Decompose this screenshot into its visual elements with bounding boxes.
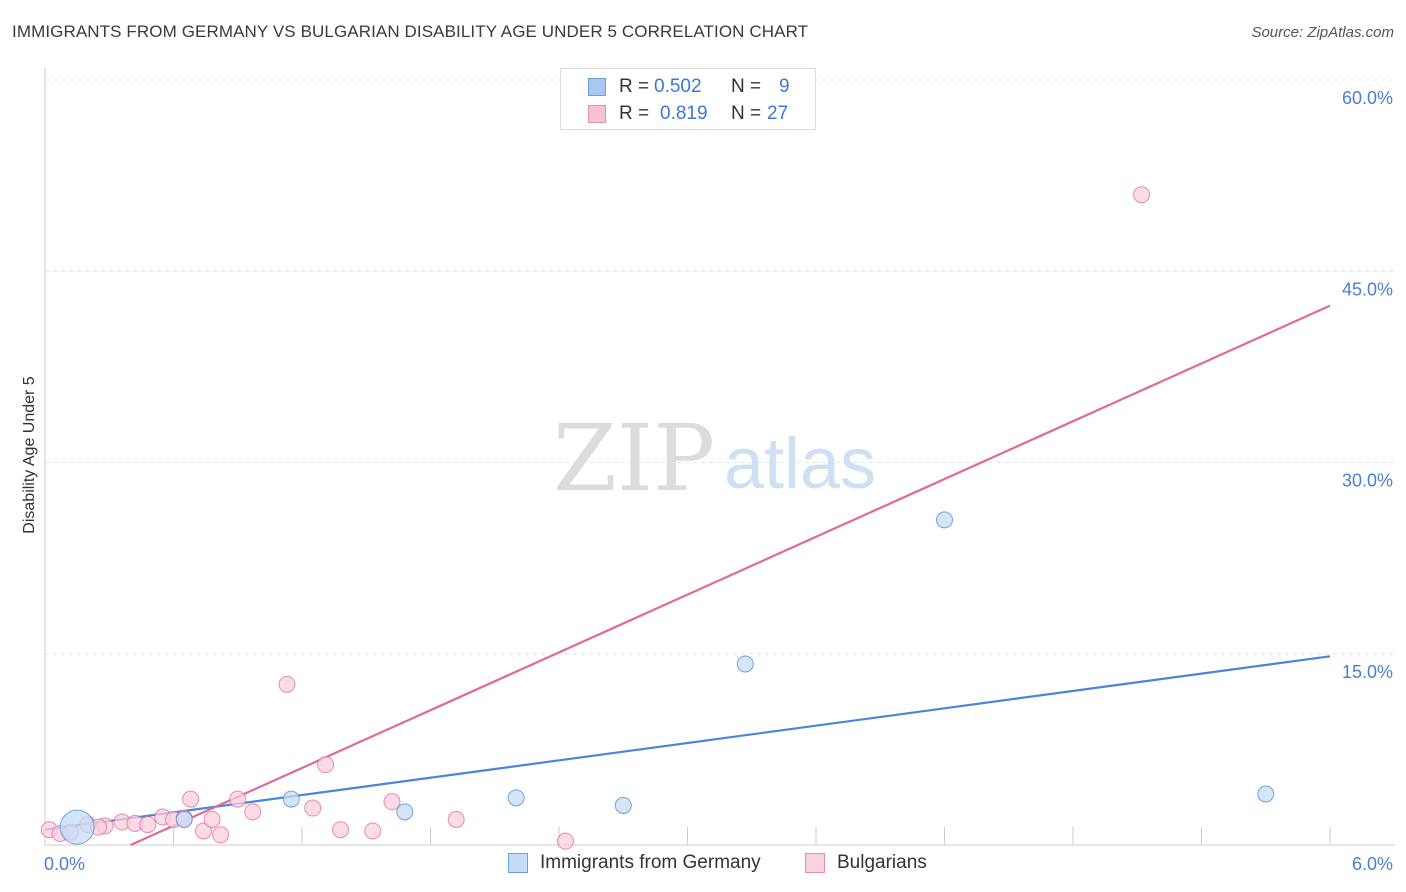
legend-n-label: N = [731, 76, 762, 97]
y-axis-label: Disability Age Under 5 [21, 376, 38, 534]
bulgarian-point [244, 803, 262, 821]
watermark-zip: ZIP [553, 405, 715, 512]
bulgarian-point [182, 790, 200, 808]
legend-label-bulgarians: Bulgarians [837, 852, 927, 873]
bulgarian-point [383, 793, 401, 811]
bulgarian-point [139, 816, 157, 834]
trend-lines [44, 304, 1331, 847]
germany-point [736, 655, 754, 673]
legend-n-value: 27 [767, 103, 789, 124]
x-tick-label: 6.0% [1352, 854, 1393, 874]
chart-title: IMMIGRANTS FROM GERMANY VS BULGARIAN DIS… [12, 22, 809, 41]
watermark: ZIP atlas [553, 405, 876, 512]
legend-r-label: R = [619, 76, 650, 97]
legend-swatch-bulgarians [805, 853, 825, 873]
bulgarian-point [212, 826, 230, 844]
bulgarian-point [317, 756, 335, 774]
germany-point [396, 803, 414, 821]
legend-row-germany: R = 0.502 N = 9 [561, 75, 815, 101]
bulgarian-point [304, 799, 322, 817]
germany-point [59, 809, 95, 845]
legend-swatch-germany [588, 78, 606, 96]
series-legend: Immigrants from Germany Bulgarians [0, 851, 1406, 879]
tick-labels: 15.0% 30.0% 45.0% 60.0% 0.0% 6.0% [44, 88, 1393, 874]
bulgarian-point [203, 811, 221, 828]
bulgarian-point [1133, 186, 1151, 204]
bulgarian-point [447, 811, 465, 828]
legend-swatch-bulgarians [588, 105, 606, 123]
bulgarian-point [364, 822, 382, 840]
germany-point [175, 811, 193, 828]
bulgarian-point [194, 822, 212, 840]
axes [44, 68, 1395, 846]
legend-n-value: 9 [779, 76, 790, 97]
legend-label-germany: Immigrants from Germany [540, 852, 761, 873]
legend-swatch-germany [508, 853, 528, 873]
bulgarian-point [229, 790, 247, 808]
germany-point [614, 796, 632, 814]
bulgarian-point [332, 821, 350, 839]
x-tick-label: 0.0% [44, 854, 85, 874]
y-tick-label: 45.0% [1342, 279, 1393, 299]
legend-r-value: 0.502 [654, 76, 702, 97]
y-tick-label: 60.0% [1342, 88, 1393, 108]
trend-line [44, 655, 1331, 831]
legend-r-value: 0.819 [660, 103, 708, 124]
data-points [40, 186, 1275, 850]
y-tick-label: 15.0% [1342, 662, 1393, 682]
germany-point [282, 790, 300, 808]
germany-point [1257, 785, 1275, 803]
watermark-atlas: atlas [724, 424, 876, 504]
germany-point [507, 789, 525, 807]
germany-point [936, 511, 953, 529]
correlation-legend: R = 0.502 N = 9 R = 0.819 N = 27 [560, 68, 816, 130]
bulgarian-point [278, 675, 296, 693]
legend-row-bulgarians: R = 0.819 N = 27 [561, 102, 815, 128]
legend-r-label: R = [619, 103, 650, 124]
legend-n-label: N = [731, 103, 762, 124]
trend-line [130, 304, 1331, 847]
y-tick-label: 30.0% [1342, 471, 1393, 491]
chart-source: Source: ZipAtlas.com [1251, 24, 1394, 41]
bulgarian-point [556, 832, 574, 850]
